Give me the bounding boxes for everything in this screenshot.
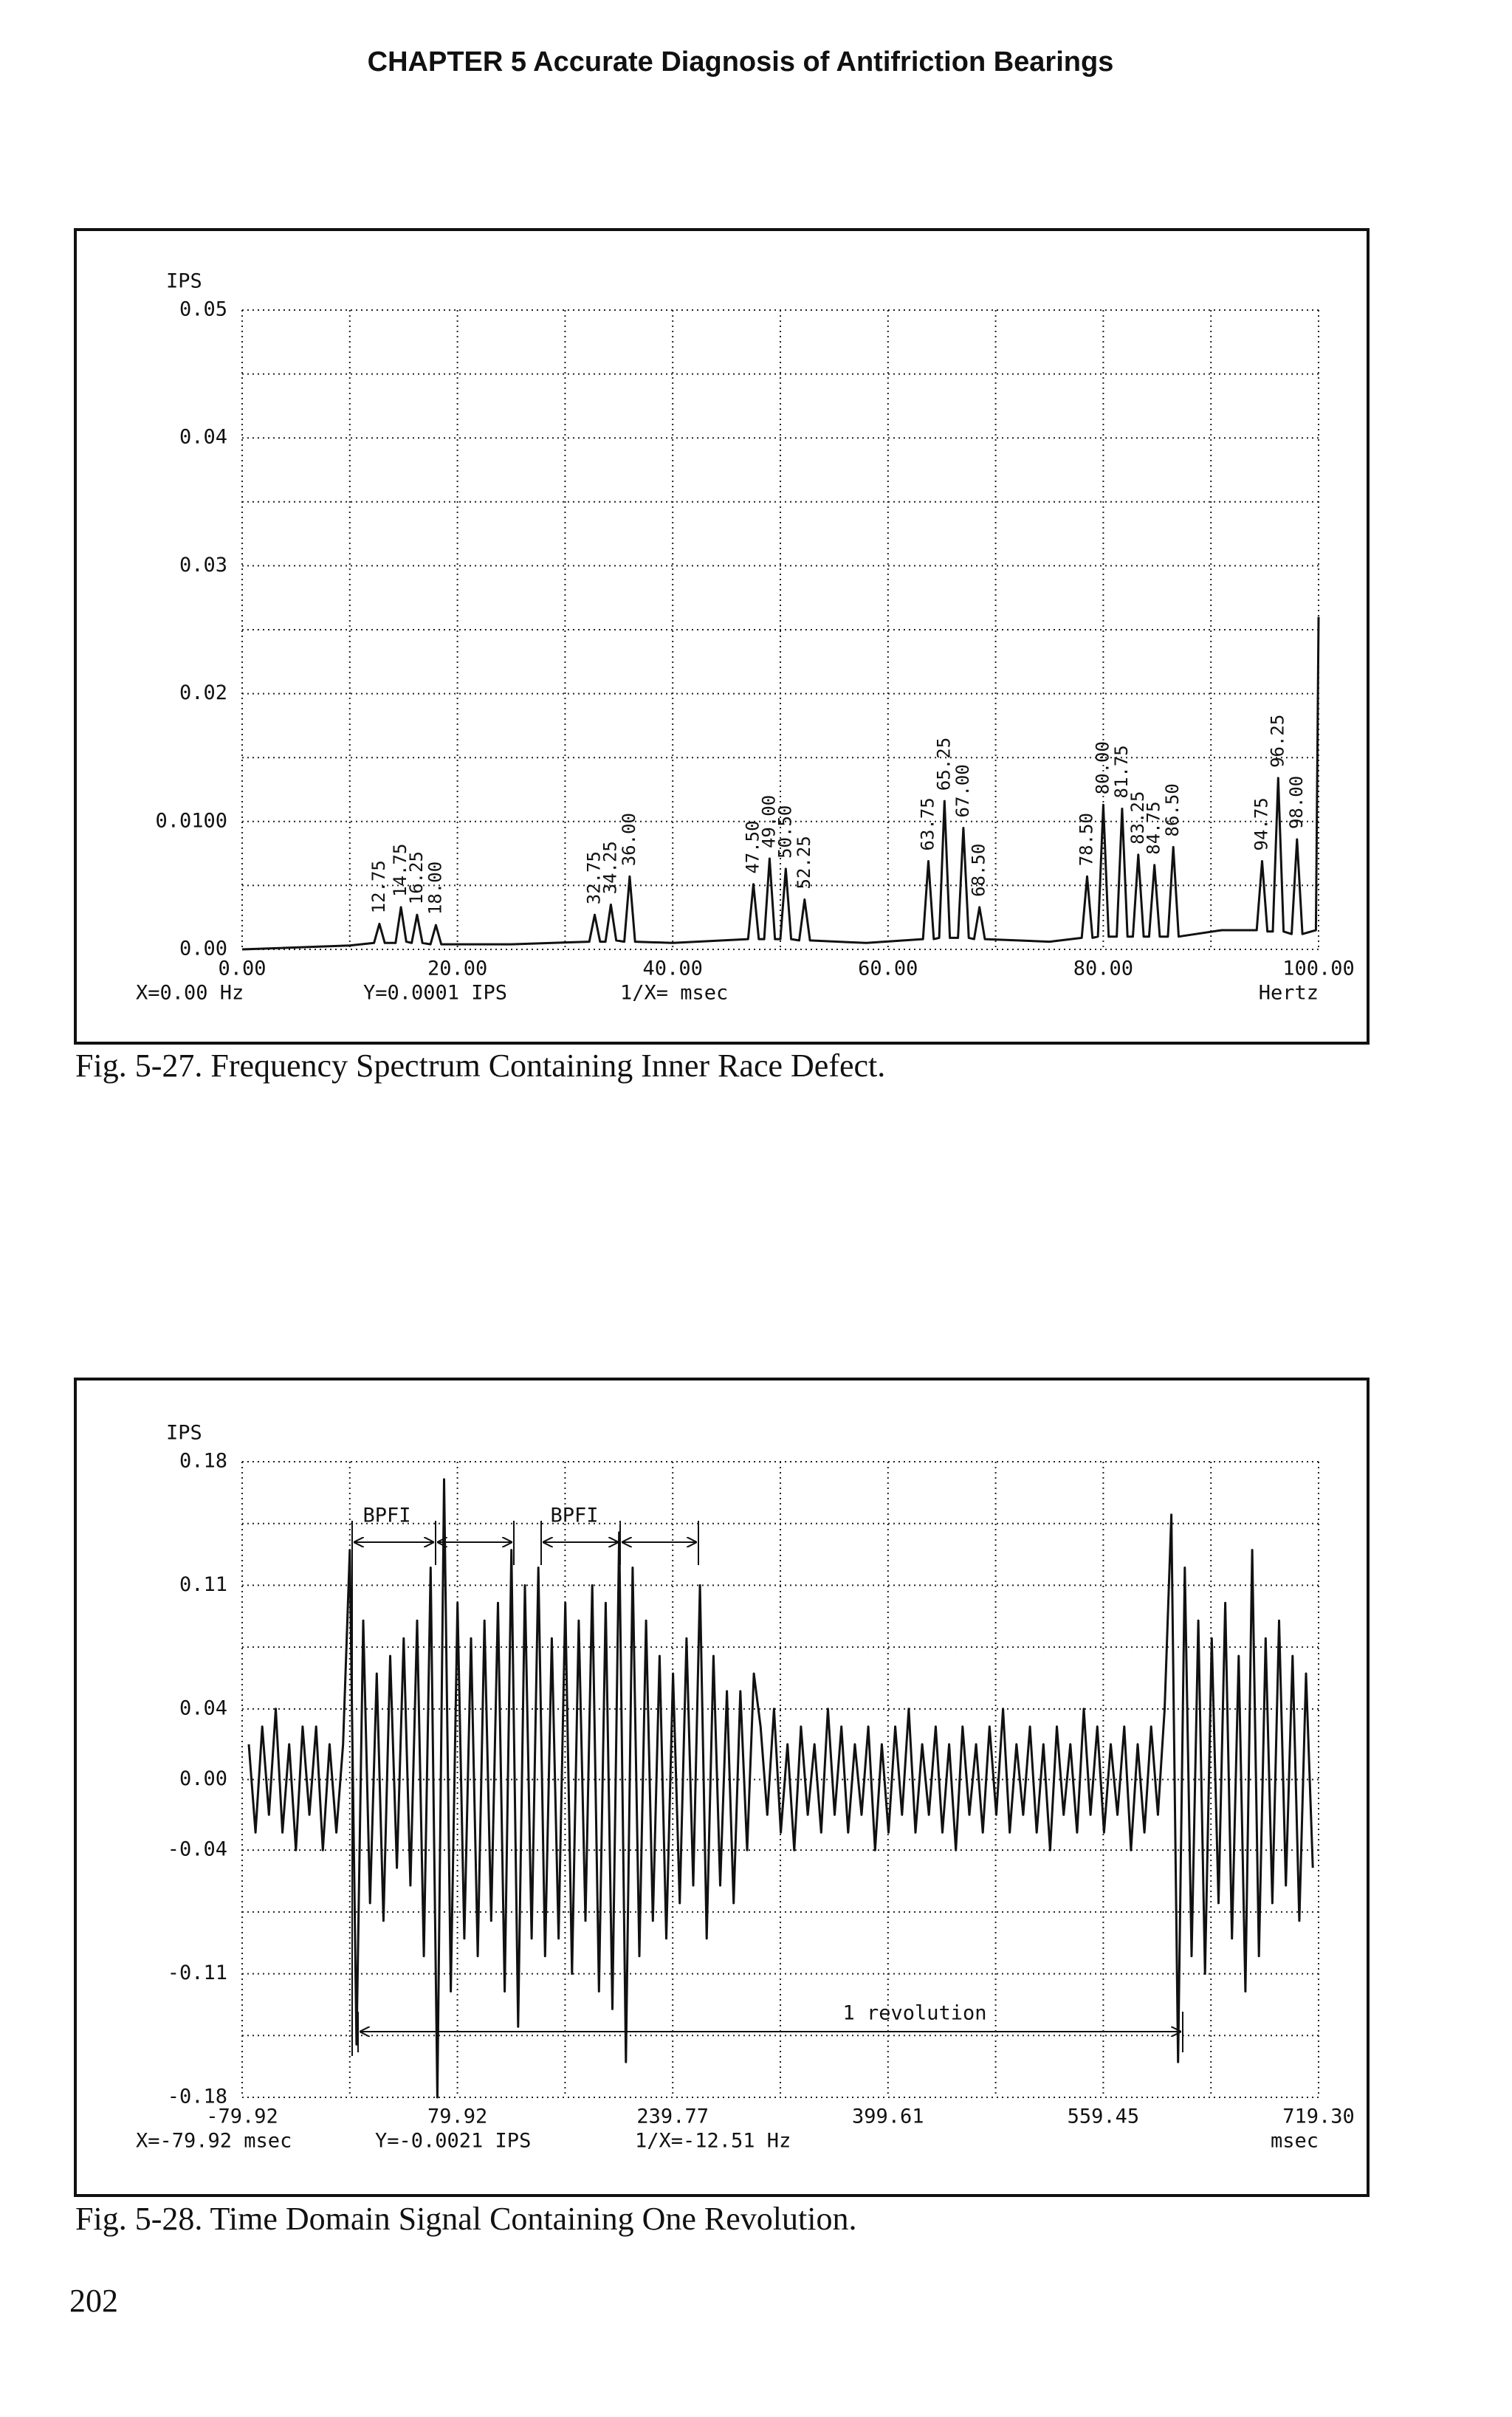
peak-label: 36.00 xyxy=(619,813,639,866)
peak-label: 83.25 xyxy=(1127,791,1148,845)
x-tick-label: 399.61 xyxy=(852,2105,924,2128)
y-tick-label: 0.02 xyxy=(179,681,227,704)
peak-label: 12.75 xyxy=(368,860,389,913)
peak-label: 94.75 xyxy=(1251,797,1271,850)
x-tick-label: 40.00 xyxy=(643,957,703,980)
peak-label: 67.00 xyxy=(952,764,973,817)
figure-caption: Fig. 5-27. Frequency Spectrum Containing… xyxy=(75,1048,885,1084)
x-tick-label: -79.92 xyxy=(206,2105,278,2128)
chapter-header: CHAPTER 5 Accurate Diagnosis of Antifric… xyxy=(368,47,1114,78)
peak-label: 34.25 xyxy=(599,841,620,894)
status-readout: X=0.00 Hz xyxy=(136,982,244,1005)
y-axis-label: IPS xyxy=(166,1422,202,1445)
x-axis-label: msec xyxy=(1271,2130,1319,2153)
peak-label: 52.25 xyxy=(794,836,814,889)
x-tick-label: 0.00 xyxy=(218,957,266,980)
status-readout: 1/X=-12.51 Hz xyxy=(635,2130,791,2153)
y-tick-label: 0.03 xyxy=(179,554,227,577)
x-tick-label: 239.77 xyxy=(636,2105,709,2128)
label-bg xyxy=(819,2001,1011,2027)
peak-label: 98.00 xyxy=(1286,776,1307,829)
y-tick-label: 0.18 xyxy=(179,1450,227,1473)
peak-label: 68.50 xyxy=(969,844,989,897)
signal-line xyxy=(247,1478,1314,2099)
x-tick-label: 100.00 xyxy=(1282,957,1355,980)
x-tick-label: 60.00 xyxy=(858,957,918,980)
page-number: 202 xyxy=(69,2283,118,2319)
x-tick-label: 719.30 xyxy=(1282,2105,1355,2128)
signal-line xyxy=(241,616,1320,951)
y-tick-label: 0.04 xyxy=(179,1696,227,1719)
x-tick-label: 79.92 xyxy=(427,2105,487,2128)
peak-label: 65.25 xyxy=(933,738,954,791)
peak-label: 49.00 xyxy=(758,795,779,848)
peak-label: 50.50 xyxy=(774,805,795,859)
y-tick-label: -0.18 xyxy=(168,2086,227,2108)
peak-label: 63.75 xyxy=(917,797,938,850)
chart-frame xyxy=(74,1378,1370,2197)
y-axis-label: IPS xyxy=(166,270,202,293)
y-tick-label: 0.11 xyxy=(179,1573,227,1596)
chart-frame xyxy=(74,228,1370,1045)
status-readout: Y=0.0001 IPS xyxy=(363,982,507,1005)
y-tick-label: 0.05 xyxy=(179,298,227,321)
y-tick-label: 0.00 xyxy=(179,1767,227,1790)
peak-label: 47.50 xyxy=(743,820,763,873)
annotation: 1 revolution xyxy=(842,2002,986,2025)
peak-label: 80.00 xyxy=(1092,741,1113,794)
peak-label: 18.00 xyxy=(425,862,445,915)
y-tick-label: 0.0100 xyxy=(155,809,227,832)
peak-label: 96.25 xyxy=(1267,715,1288,768)
x-tick-label: 80.00 xyxy=(1073,957,1133,980)
x-tick-label: 559.45 xyxy=(1068,2105,1140,2128)
bpfi-annotations: BPFI BPFI 1 revolution xyxy=(351,1505,1183,2056)
peak-label: 16.25 xyxy=(406,851,427,904)
peak-label: 81.75 xyxy=(1111,745,1132,798)
status-readout: 1/X= msec xyxy=(620,982,728,1005)
peak-label: 86.50 xyxy=(1162,783,1183,836)
y-tick-label: -0.11 xyxy=(168,1962,227,1984)
y-tick-label: 0.04 xyxy=(179,426,227,449)
status-readout: Y=-0.0021 IPS xyxy=(375,2130,531,2153)
peak-label: 14.75 xyxy=(390,844,410,897)
x-tick-label: 20.00 xyxy=(427,957,487,980)
peak-label: 78.50 xyxy=(1076,813,1097,866)
figure-caption: Fig. 5-28. Time Domain Signal Containing… xyxy=(75,2201,856,2237)
y-tick-label: -0.04 xyxy=(168,1838,227,1861)
peak-label: 32.75 xyxy=(583,851,604,904)
y-tick-label: 0.00 xyxy=(179,938,227,960)
peak-label: 84.75 xyxy=(1144,801,1164,854)
x-axis-label: Hertz xyxy=(1259,982,1319,1005)
status-readout: X=-79.92 msec xyxy=(136,2130,292,2153)
